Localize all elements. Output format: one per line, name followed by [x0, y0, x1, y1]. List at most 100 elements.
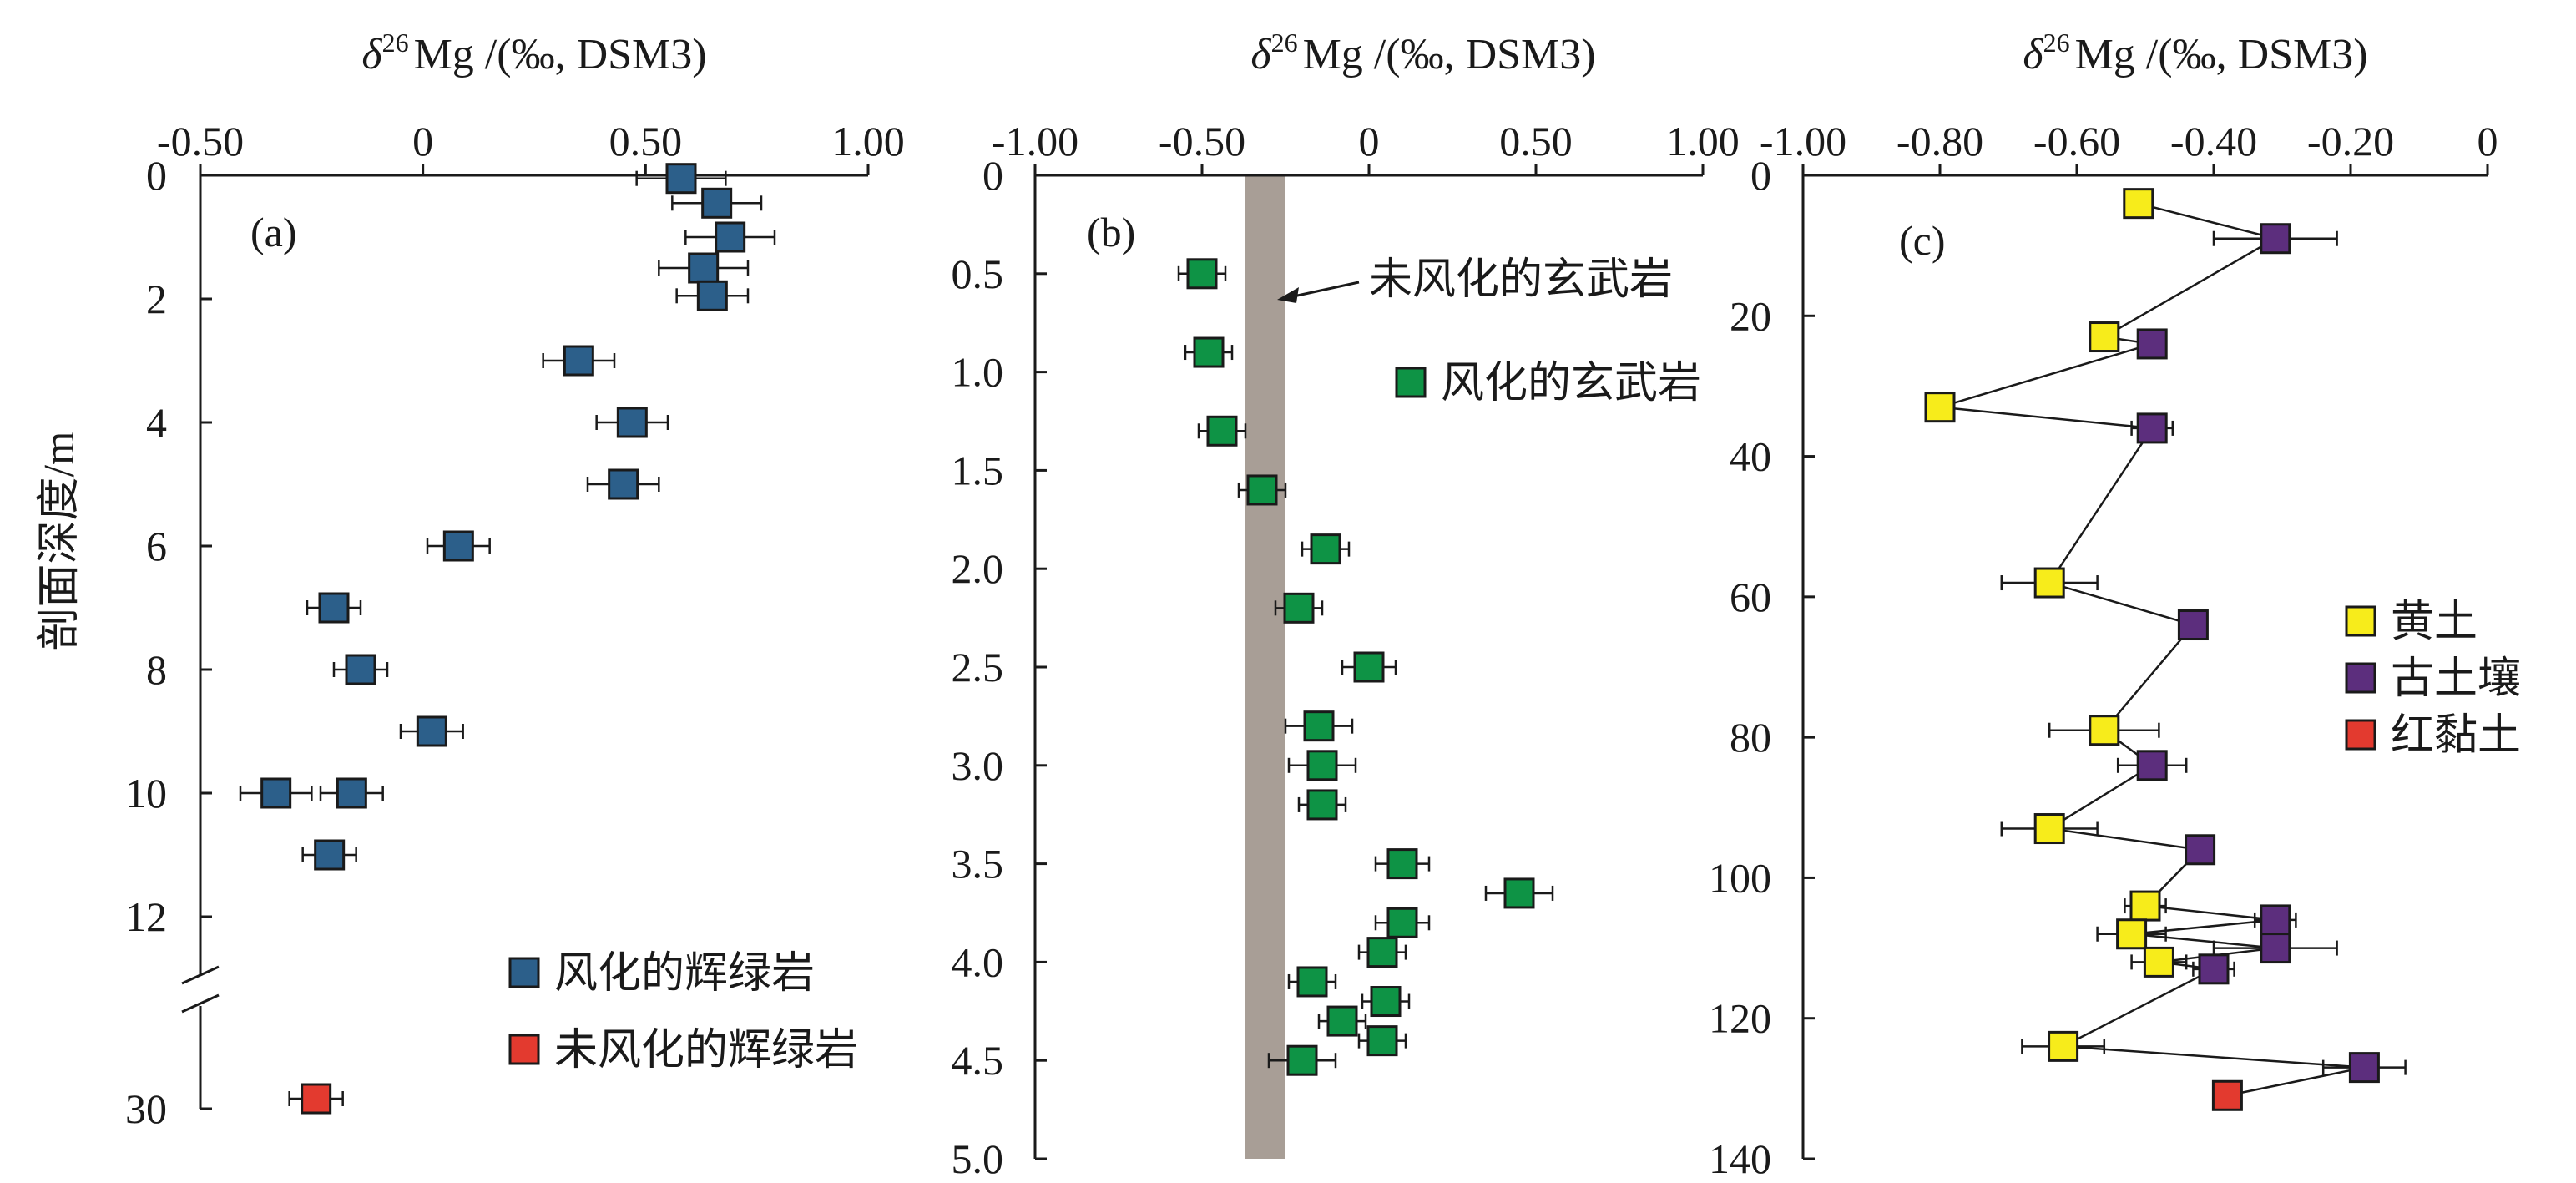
y-tick-label: 2.0: [952, 545, 1004, 592]
legend-label: 古土壤: [2391, 655, 2521, 703]
data-point: [1326, 1005, 1358, 1037]
data-point: [1283, 592, 1315, 624]
band-annotation-arrowhead: [1277, 287, 1299, 303]
data-point: [2089, 715, 2120, 746]
data-point: [608, 468, 639, 500]
data-point: [563, 345, 594, 377]
data-point: [2123, 188, 2154, 220]
data-point: [2033, 567, 2065, 599]
x-tick-label: 0.50: [1499, 118, 1573, 164]
y-tick-label: 8: [146, 646, 167, 693]
data-point: [1386, 907, 1418, 938]
data-point: [665, 163, 697, 195]
y-tick-label: 4.0: [952, 938, 1004, 985]
data-point: [1370, 986, 1402, 1018]
x-tick-label: -0.20: [2307, 118, 2394, 164]
data-point: [336, 777, 367, 809]
legend-label: 风化的玄武岩: [1441, 360, 1701, 407]
data-point: [2198, 953, 2230, 985]
data-point: [696, 280, 728, 311]
y-tick-label: 0.5: [952, 250, 1004, 297]
data-point: [301, 1083, 332, 1115]
legend-label: 未风化的辉绿岩: [554, 1027, 858, 1074]
data-point: [2129, 890, 2161, 922]
x-axis-title-superscript: 26: [382, 28, 409, 58]
data-point: [1193, 336, 1225, 368]
data-point: [2143, 946, 2174, 978]
data-point: [442, 530, 474, 562]
data-point: [1366, 1025, 1398, 1057]
y-axis-title: 剖面深度/m: [36, 432, 83, 651]
panel-a: δ26 Mg /(‰, DSM3)-0.50 0 0.50 1.000246810123…: [125, 28, 905, 1132]
y-tick-label: 4: [146, 399, 167, 446]
x-tick-label: 0.50: [609, 118, 683, 164]
band-annotation-arrow: [1289, 281, 1360, 299]
data-point: [715, 221, 746, 253]
data-point: [2185, 834, 2216, 866]
data-point: [2177, 609, 2209, 641]
data-point: [318, 592, 350, 624]
data-point: [2211, 1079, 2243, 1111]
y-tick-label: 80: [1730, 714, 1771, 761]
legend-marker: [2345, 605, 2376, 637]
y-tick-label: 60: [1730, 574, 1771, 620]
panel-label: (a): [250, 209, 297, 255]
x-axis-title-text: Mg /(‰, DSM3): [414, 31, 707, 78]
data-point: [1286, 1044, 1318, 1076]
y-tick-label: 4.5: [952, 1037, 1004, 1084]
data-point: [688, 252, 720, 284]
data-point: [345, 654, 376, 685]
x-tick-label: 1.00: [1666, 118, 1740, 164]
data-point: [2089, 321, 2120, 353]
data-point: [314, 839, 346, 871]
x-axis-title-delta: δ: [2023, 31, 2043, 78]
x-tick-label: 0: [1359, 118, 1380, 164]
panel-b: δ26 Mg /(‰, DSM3) -1.00 -0.50 0 0.50 1.00 0 0.5 1…: [952, 28, 1740, 1182]
x-axis-title: δ26 Mg /(‰, DSM3): [2023, 28, 2367, 78]
data-point: [2260, 933, 2291, 964]
y-tick-label: 0: [146, 152, 167, 199]
data-point: [616, 407, 648, 438]
data-point: [1503, 877, 1535, 909]
x-axis-title-text: Mg /(‰, DSM3): [2075, 31, 2368, 78]
data-point: [1306, 750, 1338, 781]
y-tick-label: 120: [1709, 995, 1771, 1042]
y-tick-label: 140: [1709, 1135, 1771, 1182]
x-axis-title: δ26 Mg /(‰, DSM3): [361, 28, 706, 78]
legend-marker: [1395, 367, 1427, 398]
y-tick-label: 3.5: [952, 841, 1004, 887]
y-tick-label: 0: [1750, 152, 1771, 199]
x-tick-label: -0.50: [157, 118, 244, 164]
y-tick-label: 5.0: [952, 1135, 1004, 1182]
unweathered-basalt-band: [1245, 175, 1285, 1159]
legend-marker: [2345, 662, 2376, 694]
legend-marker: [2345, 719, 2376, 751]
data-point: [2048, 1030, 2079, 1062]
data-point: [1924, 392, 1956, 423]
x-axis-title-delta: δ: [361, 31, 382, 78]
x-tick-label: -1.00: [1760, 118, 1846, 164]
legend-marker: [508, 1034, 540, 1065]
legend-label: 黄土: [2391, 599, 2478, 646]
y-axis-break-mark: [181, 965, 220, 985]
band-annotation: 未风化的玄武岩: [1369, 256, 1673, 304]
x-tick-label: 1.00: [831, 118, 905, 164]
x-axis-title-superscript: 26: [1271, 28, 1298, 58]
data-point: [1306, 789, 1338, 821]
panel-c: δ26 Mg /(‰, DSM3) -1.00 -0.80 -0.60 -0.40 -0.2…: [1709, 28, 2521, 1182]
data-point: [1353, 651, 1385, 683]
x-axis-title-superscript: 26: [2043, 28, 2070, 58]
x-tick-label: -1.00: [992, 118, 1078, 164]
data-point: [1310, 533, 1341, 565]
x-axis-title-text: Mg /(‰, DSM3): [1303, 31, 1596, 78]
y-tick-label: 30: [125, 1085, 167, 1132]
data-point: [2260, 904, 2291, 936]
panel-label: (b): [1087, 209, 1135, 255]
data-point: [1186, 258, 1218, 290]
x-tick-label: 0: [2478, 118, 2498, 164]
y-tick-label: 2.5: [952, 644, 1004, 690]
data-point: [2348, 1052, 2380, 1084]
data-point: [1303, 710, 1335, 742]
data-point: [2136, 412, 2168, 444]
